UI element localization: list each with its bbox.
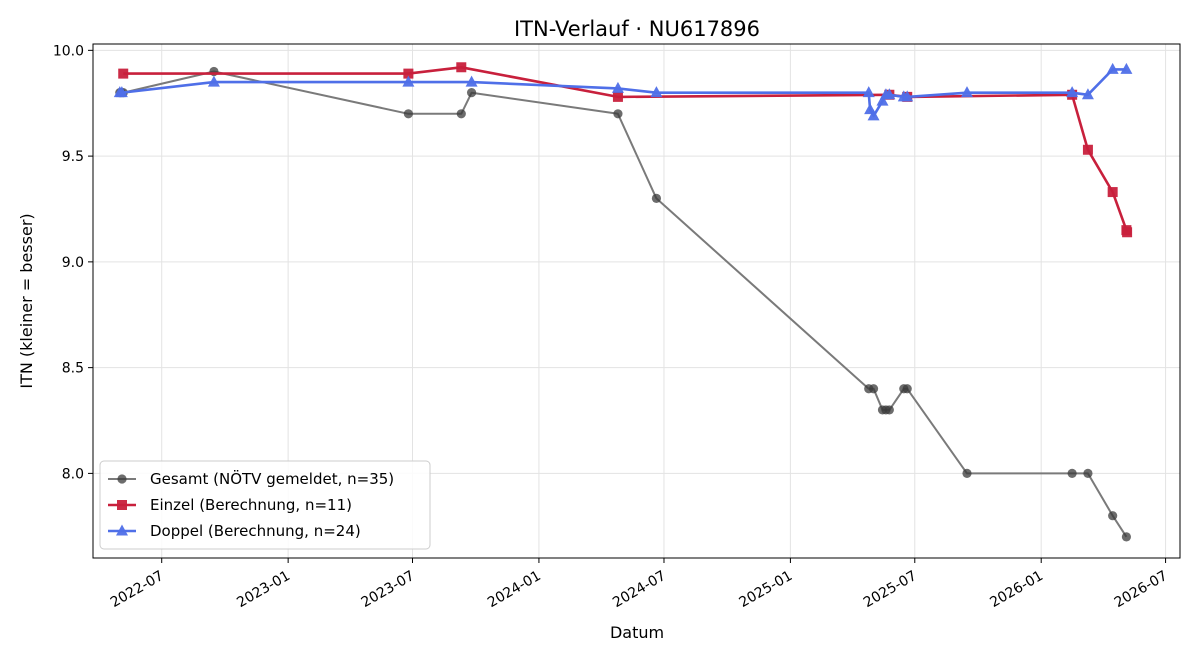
legend-swatch-marker [117,474,127,484]
data-point [1106,62,1119,74]
data-point [403,68,414,79]
data-point [862,86,875,98]
x-axis-label: Datum [610,623,664,642]
data-point [1121,532,1132,542]
data-point [868,384,879,394]
data-point [1081,88,1094,100]
data-point [1107,187,1118,198]
legend-label: Doppel (Berechnung, n=24) [150,522,361,540]
series-3 [113,62,1133,121]
data-point [465,75,478,87]
data-point [402,75,415,87]
chart-title: ITN-Verlauf · NU617896 [514,17,760,41]
y-axis-ticks: 8.0 8.5 9.0 9.5 10.0 [53,43,93,482]
data-point [884,405,894,415]
data-point [1066,86,1079,98]
plot-frame [92,43,1181,559]
data-point [1083,468,1093,478]
data-point [613,109,623,119]
y-tick-label: 9.0 [62,255,84,271]
data-point [456,109,466,119]
data-point [1122,227,1133,238]
legend-frame [99,460,431,550]
data-point [456,62,467,73]
data-point [1082,144,1093,155]
data-point [466,88,477,98]
data-point [962,468,972,478]
data-point [651,193,662,204]
legend-label: Einzel (Berechnung, n=11) [150,496,352,514]
data-point [902,384,912,394]
legend: Gesamt (NÖTV gemeldet, n=35) Einzel (Bere… [99,460,431,550]
data-point [611,81,624,93]
data-point [867,109,880,121]
y-tick-label: 8.5 [62,361,84,377]
data-point [901,90,914,102]
legend-item: Doppel (Berechnung, n=24) [108,522,361,540]
data-point [118,68,129,79]
data-point [115,86,128,98]
data-point [650,86,663,98]
data-point [403,109,413,119]
y-tick-label: 9.5 [62,149,84,165]
data-point [876,94,889,106]
data-point [207,75,220,87]
series-layer [113,62,1133,542]
data-point [1067,468,1077,478]
y-tick-label: 8.0 [62,466,84,482]
legend-swatch-marker [116,524,128,536]
data-point [960,86,973,98]
series-line [119,68,1127,118]
y-axis-label: ITN (kleiner = besser) [17,213,36,388]
legend-item: Gesamt (NÖTV gemeldet, n=35) [108,469,394,488]
legend-label: Gesamt (NÖTV gemeldet, n=35) [150,469,394,488]
legend-swatch-marker [117,500,127,510]
data-point [612,91,623,102]
data-point [1120,62,1133,74]
y-tick-label: 10.0 [53,43,84,59]
series-1 [115,66,1132,542]
legend-item: Einzel (Berechnung, n=11) [108,496,352,514]
data-point [883,88,896,100]
data-point [1108,511,1118,521]
